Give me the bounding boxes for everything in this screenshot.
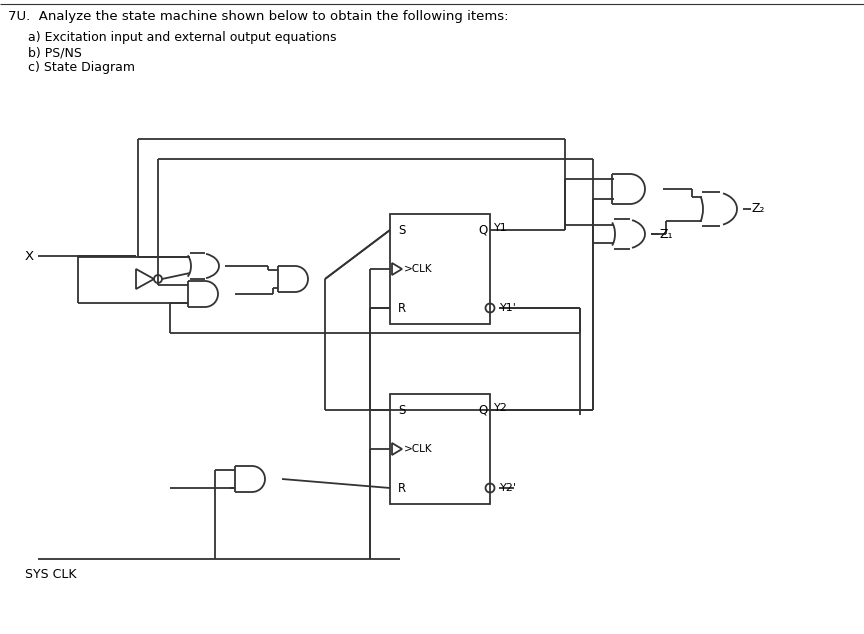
- Text: c) State Diagram: c) State Diagram: [28, 61, 135, 74]
- Text: R: R: [398, 481, 406, 495]
- Text: >CLK: >CLK: [404, 264, 433, 274]
- Text: Y2': Y2': [500, 483, 517, 493]
- Bar: [390, 214, 490, 324]
- Text: S: S: [398, 403, 405, 417]
- Bar: [390, 394, 490, 504]
- Text: b) PS/NS: b) PS/NS: [28, 46, 82, 59]
- Text: X: X: [25, 250, 34, 262]
- Text: 7U.  Analyze the state machine shown below to obtain the following items:: 7U. Analyze the state machine shown belo…: [8, 10, 509, 23]
- Text: >CLK: >CLK: [404, 444, 433, 454]
- Text: R: R: [398, 302, 406, 314]
- Text: a) Excitation input and external output equations: a) Excitation input and external output …: [28, 31, 336, 44]
- Text: S: S: [398, 224, 405, 236]
- Text: SYS CLK: SYS CLK: [25, 567, 77, 581]
- Text: Y2: Y2: [494, 403, 508, 413]
- Text: Z₂: Z₂: [751, 202, 765, 216]
- Text: Q: Q: [478, 224, 487, 236]
- Text: Q: Q: [478, 403, 487, 417]
- Text: Y1': Y1': [500, 303, 517, 313]
- Text: Z₁: Z₁: [659, 228, 672, 240]
- Text: Y1: Y1: [494, 223, 508, 233]
